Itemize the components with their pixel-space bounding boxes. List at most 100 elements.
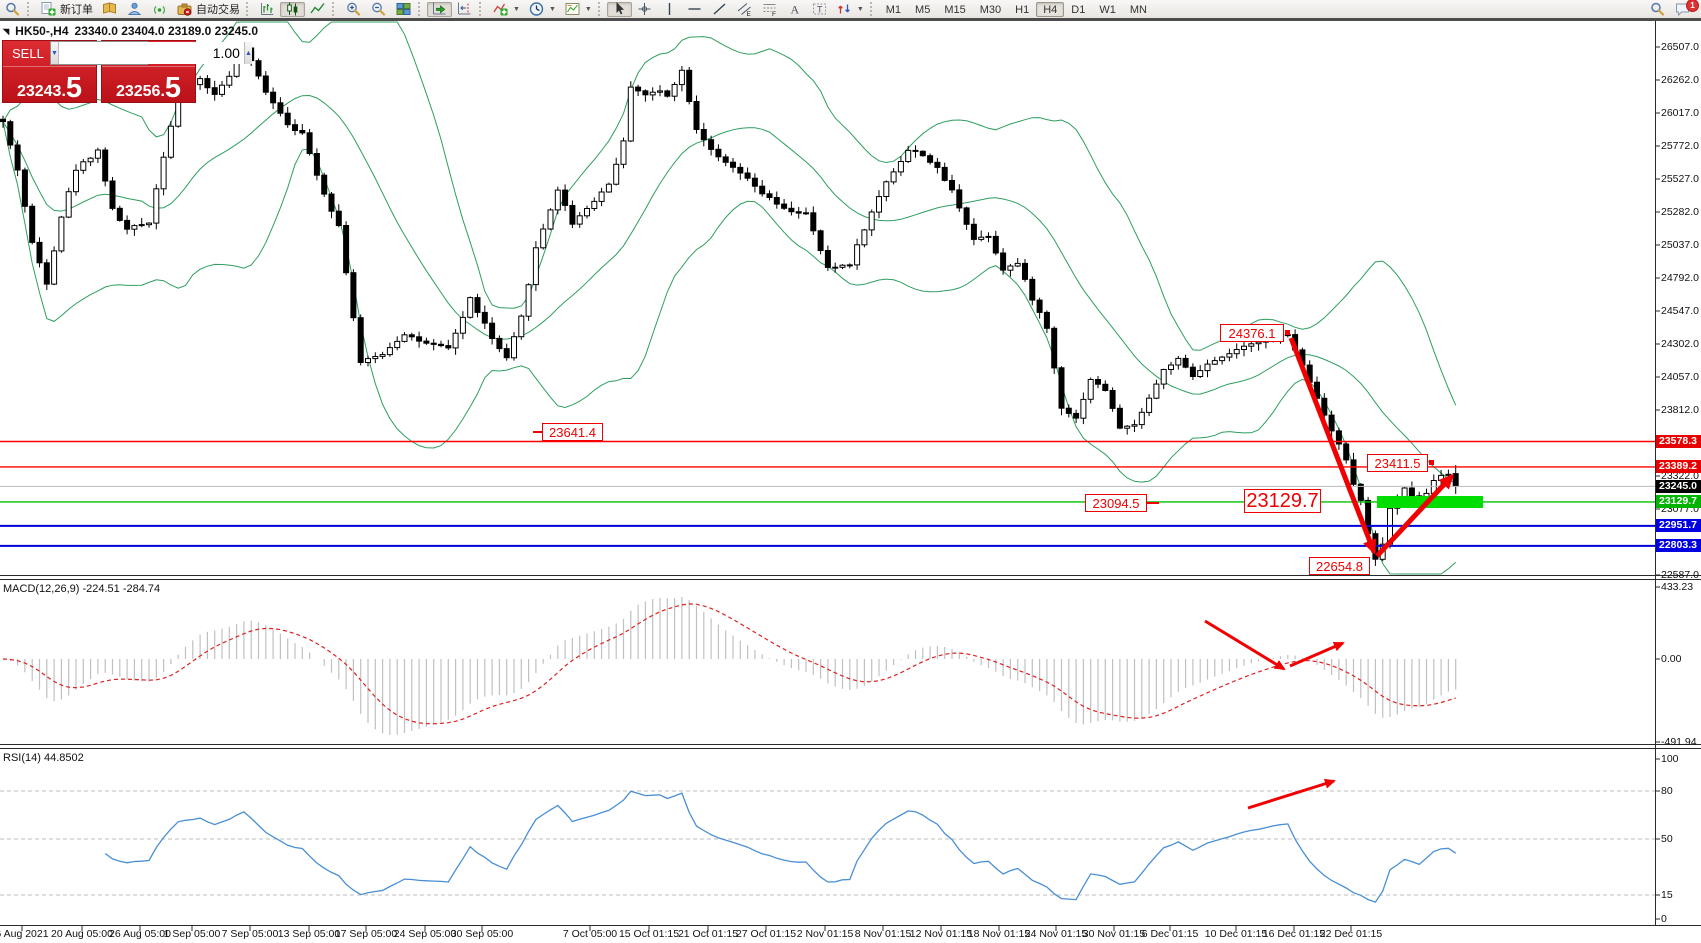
time-label: 22 Dec 01:15	[1319, 928, 1383, 940]
chart-shift-button[interactable]	[452, 2, 477, 17]
sell-label: SELL	[3, 41, 96, 67]
price-annotation-24376.1[interactable]: 24376.1	[1220, 324, 1284, 342]
time-label: 6 Dec 01:15	[1141, 928, 1199, 940]
time-label: 24 Sep 05:00	[393, 928, 457, 940]
fibonacci-button[interactable]: F	[757, 2, 782, 17]
timeframe-button-M1[interactable]: M1	[885, 3, 902, 16]
price-tick-23812: 23812.0	[1661, 404, 1699, 416]
rsi-tick-50: 50	[1661, 833, 1673, 845]
timeframe-button-M30[interactable]: M30	[979, 3, 1002, 16]
text-label-button[interactable]: T	[807, 2, 832, 17]
time-label: 21 Oct 01:15	[677, 928, 739, 940]
price-tick-26017: 26017.0	[1661, 107, 1699, 119]
annotation-anchor	[1285, 330, 1290, 335]
search-button[interactable]	[0, 2, 25, 17]
chart-shift-icon	[456, 1, 473, 17]
volume-increase-button[interactable]: ▲	[243, 42, 252, 64]
timeframe-button-MN[interactable]: MN	[1129, 3, 1147, 16]
volume-input[interactable]	[58, 42, 244, 64]
periods-clock-icon	[528, 1, 545, 17]
dropdown-caret-icon[interactable]: ▼	[513, 5, 520, 13]
price-annotation-23411.5[interactable]: 23411.5	[1367, 454, 1428, 472]
horizontal-line-icon	[686, 1, 703, 17]
sell-price-big: 5	[65, 72, 83, 104]
vertical-line-button[interactable]	[657, 2, 682, 17]
timeframe-button-M15[interactable]: M15	[944, 3, 966, 16]
price-annotation-23641.4[interactable]: 23641.4	[542, 423, 603, 441]
indicators-button[interactable]: ▼	[488, 2, 524, 17]
trend-arrows-macd[interactable]	[1204, 619, 1345, 671]
chat-button[interactable]: 1	[1670, 0, 1699, 17]
price-annotation-23129.7[interactable]: 23129.7	[1244, 489, 1321, 513]
price-badge-23389.2: 23389.2	[1656, 460, 1701, 474]
zoom-in-button[interactable]	[341, 2, 366, 17]
macd-rsi-separator[interactable]	[0, 744, 1701, 745]
main-macd-separator[interactable]	[0, 575, 1701, 576]
macd-signal-line	[2, 603, 1456, 725]
trend-arrows-main[interactable]	[1288, 337, 1455, 558]
timeframe-button-H4[interactable]: H4	[1036, 1, 1065, 17]
history-book-button[interactable]	[97, 2, 122, 17]
candle-chart-button[interactable]	[280, 1, 305, 17]
zoom-out-button[interactable]	[366, 2, 391, 17]
horizontal-line-button[interactable]	[682, 2, 707, 17]
bar-chart-icon	[259, 1, 276, 17]
vertical-line-icon	[661, 1, 678, 17]
time-label: 10 Dec 01:15	[1204, 928, 1268, 940]
svg-text:F: F	[772, 11, 776, 17]
auto-scroll-icon	[431, 1, 448, 17]
price-tick-25527: 25527.0	[1661, 173, 1699, 185]
crosshair-button[interactable]	[632, 2, 657, 17]
price-badge-23245.0: 23245.0	[1656, 479, 1701, 493]
auto-scroll-button[interactable]	[427, 1, 452, 17]
search-icon	[1649, 1, 1666, 17]
templates-button[interactable]: ▼	[560, 2, 596, 17]
search-button[interactable]	[1645, 2, 1670, 17]
time-label: 15 Oct 01:15	[618, 928, 680, 940]
bar-chart-button[interactable]	[255, 2, 280, 17]
rsi-level-lines	[0, 790, 1655, 896]
text-button[interactable]: A	[782, 2, 807, 17]
arrows-tool-button[interactable]: ▼	[832, 2, 868, 17]
rsi-tick-15: 15	[1661, 889, 1673, 901]
periods-clock-button[interactable]: ▼	[524, 2, 560, 17]
price-badge-22951.7: 22951.7	[1656, 519, 1701, 533]
price-tick-25037: 25037.0	[1661, 239, 1699, 251]
price-annotation-23094.5[interactable]: 23094.5	[1085, 494, 1147, 512]
community-button[interactable]	[122, 2, 147, 17]
new-order-button[interactable]: 新订单	[36, 2, 97, 17]
toolbar-grip	[246, 2, 253, 16]
autotrading-button[interactable]: 自动交易	[172, 2, 244, 17]
dropdown-caret-icon[interactable]: ▼	[548, 5, 556, 13]
equidistant-channel-button[interactable]: E	[732, 2, 757, 17]
sell-price: 23243. 5	[3, 67, 96, 105]
fibonacci-icon: F	[761, 1, 778, 17]
dropdown-caret-icon[interactable]: ▼	[856, 5, 864, 13]
timeframe-button-H1[interactable]: H1	[1015, 3, 1030, 16]
timeframe-button-M5[interactable]: M5	[915, 3, 931, 16]
trend-arrow-rsi[interactable]	[1247, 778, 1336, 810]
price-annotation-22654.8[interactable]: 22654.8	[1309, 557, 1370, 575]
signals-button[interactable]	[147, 2, 172, 17]
zoom-in-icon	[345, 1, 362, 17]
macd-rsi-separator-2	[0, 748, 1701, 749]
annotation-anchor	[1147, 502, 1159, 504]
crosshair-icon	[636, 1, 653, 17]
search-icon	[4, 1, 21, 17]
trendline-button[interactable]	[707, 2, 732, 17]
tile-windows-button[interactable]	[391, 2, 416, 17]
svg-text:T: T	[817, 5, 823, 15]
timeframe-button-D1[interactable]: D1	[1071, 3, 1086, 16]
toolbar-right-group: 1	[1645, 0, 1701, 17]
dropdown-caret-icon[interactable]: ▼	[584, 5, 592, 13]
autotrading-label: 自动交易	[196, 4, 240, 16]
volume-decrease-button[interactable]: ▼	[51, 42, 59, 64]
rsi-indicator-label: RSI(14) 44.8502	[3, 752, 84, 764]
line-chart-button[interactable]	[305, 2, 330, 17]
time-label: 16 Dec 01:15	[1262, 928, 1326, 940]
price-tick-24547: 24547.0	[1661, 305, 1699, 317]
cursor-button[interactable]	[606, 1, 632, 17]
new-order-icon	[40, 1, 57, 17]
timeframe-button-W1[interactable]: W1	[1099, 3, 1116, 16]
